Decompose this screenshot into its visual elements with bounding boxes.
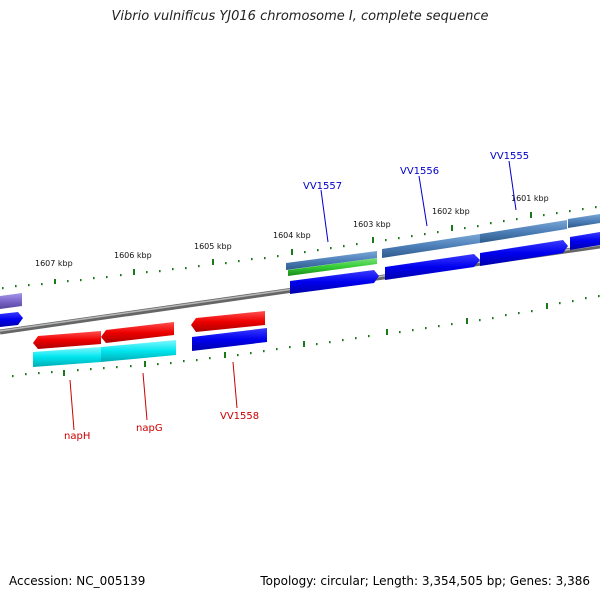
leader-lines (69, 160, 517, 431)
lower-tick-row (12, 295, 600, 378)
leader-line-napg (142, 372, 148, 421)
scale-tick-label: 1607 kbp (35, 259, 73, 268)
gene-arrow-left-edge[interactable] (0, 312, 23, 327)
leader-line-vv1557 (320, 189, 329, 243)
scale-tick-label: 1603 kbp (353, 220, 391, 229)
scale-tick-label: 1604 kbp (273, 231, 311, 240)
gene-arrow-naph[interactable] (33, 331, 101, 349)
gene-label-vv1558[interactable]: VV1558 (220, 411, 259, 422)
gene-arrow-napg[interactable] (101, 322, 174, 343)
gene-feature-vv1557-green[interactable] (288, 258, 377, 276)
gene-arrow-vv1555[interactable] (480, 240, 568, 266)
gene-label-napg[interactable]: napG (136, 423, 163, 434)
gene-labels: VV1557 VV1556 VV1555 napH napG VV1558 (64, 151, 529, 442)
gene-arrow-next[interactable] (570, 232, 600, 250)
gene-feature-vv1558-band[interactable] (192, 328, 267, 351)
leader-line-vv1555 (508, 160, 517, 211)
leader-line-naph (69, 379, 75, 431)
leader-line-vv1558 (232, 361, 238, 409)
gene-label-vv1557[interactable]: VV1557 (303, 181, 342, 192)
scale-tick-label: 1606 kbp (114, 251, 152, 260)
genome-stats-label: Topology: circular; Length: 3,354,505 bp… (260, 574, 590, 588)
gene-arrow-vv1556[interactable] (385, 254, 480, 280)
gene-feature-vv1555-band[interactable] (480, 220, 567, 243)
map-title: Vibrio vulnificus YJ016 chromosome I, co… (111, 9, 489, 24)
gene-arrow-vv1558[interactable] (191, 311, 265, 332)
gene-label-vv1556[interactable]: VV1556 (400, 166, 439, 177)
accession-label: Accession: NC_005139 (9, 574, 146, 588)
gene-feature-next-band[interactable] (568, 214, 600, 228)
gene-feature-left-edge[interactable] (0, 293, 22, 309)
scale-labels: 1607 kbp 1606 kbp 1605 kbp 1604 kbp 1603… (35, 194, 549, 268)
reverse-feature-track (33, 328, 267, 367)
gene-arrow-vv1557[interactable] (290, 270, 379, 294)
leader-line-vv1556 (418, 175, 428, 227)
gene-feature-naph-band[interactable] (33, 347, 101, 367)
scale-tick-label: 1602 kbp (432, 207, 470, 216)
forward-gene-track (0, 232, 600, 327)
scale-tick-label: 1601 kbp (511, 194, 549, 203)
reverse-gene-track (33, 311, 265, 349)
gene-feature-vv1557-band[interactable] (286, 251, 377, 270)
gene-label-naph[interactable]: napH (64, 431, 90, 442)
upper-tick-row (2, 206, 597, 290)
gene-feature-napg-band[interactable] (101, 340, 176, 362)
scale-tick-label: 1605 kbp (194, 242, 232, 251)
gene-label-vv1555[interactable]: VV1555 (490, 151, 529, 162)
forward-feature-track (286, 214, 600, 276)
gene-feature-vv1556-band[interactable] (382, 234, 480, 258)
